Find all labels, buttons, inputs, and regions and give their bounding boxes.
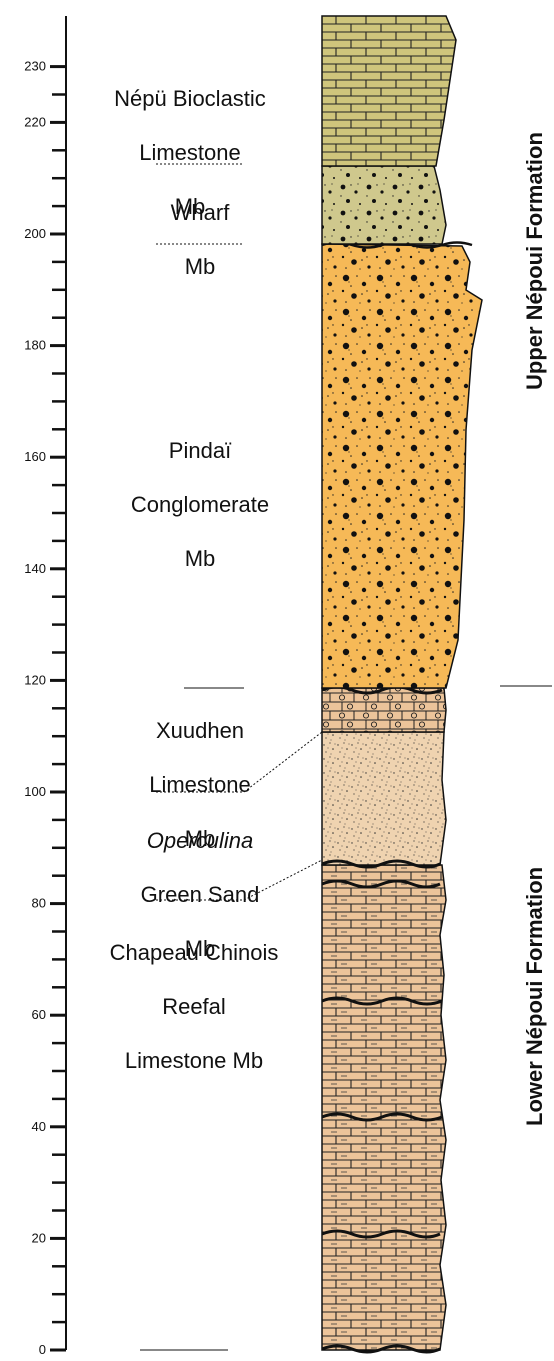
unit-chapeau-chinois: [321, 864, 447, 1354]
axis-tick-label: 120: [24, 672, 46, 687]
axis-tick-label: 60: [32, 1007, 46, 1022]
unit-xuudhen-limestone: [321, 685, 447, 733]
label-line: Mb: [174, 194, 206, 219]
axis-tick-label: 230: [24, 59, 46, 74]
unit-nepu-bioclastic: [321, 15, 457, 167]
formation-upper: Upper Népoui Formation: [522, 132, 547, 390]
label-wharf: Wharf Mb: [80, 172, 320, 307]
label-italic: Operculina: [146, 828, 254, 853]
axis-tick-label: 160: [24, 449, 46, 464]
label-line: Wharf: [170, 200, 230, 225]
axis-tick-label: 220: [24, 114, 46, 129]
label-line: Xuudhen: [155, 718, 245, 743]
axis-tick-label: 80: [32, 896, 46, 911]
label-line: Mb: [184, 826, 216, 851]
unit-pindai-conglomerate: [321, 241, 483, 689]
axis-tick-label: 180: [24, 338, 46, 353]
label-line: Mb: [184, 936, 216, 961]
label-line: Mb: [184, 254, 216, 279]
unit-wharf: [321, 165, 447, 245]
label-line: Mb: [184, 546, 216, 571]
label-line: Limestone: [139, 140, 241, 165]
unit-operculina-green-sand: [321, 731, 447, 869]
axis-tick-label: 40: [32, 1119, 46, 1134]
member-dividers: [140, 163, 552, 1351]
label-line: Chapeau Chinois: [109, 940, 279, 965]
label-line: Limestone Mb: [124, 1048, 264, 1073]
depth-axis: 0 20 40 60 80 100 120 140 160 180 200 220 230: [24, 16, 67, 1357]
label-line: Conglomerate: [130, 492, 270, 517]
formation-lower: Lower Népoui Formation: [522, 866, 547, 1126]
label-chapeau-chinois: Chapeau Chinois Reefal Limestone Mb: [74, 912, 314, 1101]
label-line: Népü Bioclastic: [114, 86, 266, 111]
label-operculina-green-sand: Operculina Green Sand Mb: [80, 800, 320, 989]
axis-tick-label: 0: [39, 1342, 46, 1357]
label-line: Green Sand: [140, 882, 260, 907]
label-nepu-bioclastic: Népü Bioclastic Limestone Mb: [80, 58, 300, 247]
label-line: Pindaï: [168, 438, 232, 463]
label-pindai-conglomerate: Pindaï Conglomerate Mb: [80, 410, 320, 599]
axis-tick-label: 140: [24, 561, 46, 576]
label-line: Reefal: [162, 994, 226, 1019]
label-line: Operculina: [80, 827, 320, 854]
axis-tick-label: 200: [24, 226, 46, 241]
axis-tick-label: 20: [32, 1230, 46, 1245]
label-line: Limestone: [149, 772, 251, 797]
axis-tick-label: 100: [24, 784, 46, 799]
label-xuudhen-limestone: Xuudhen Limestone Mb: [80, 690, 320, 879]
